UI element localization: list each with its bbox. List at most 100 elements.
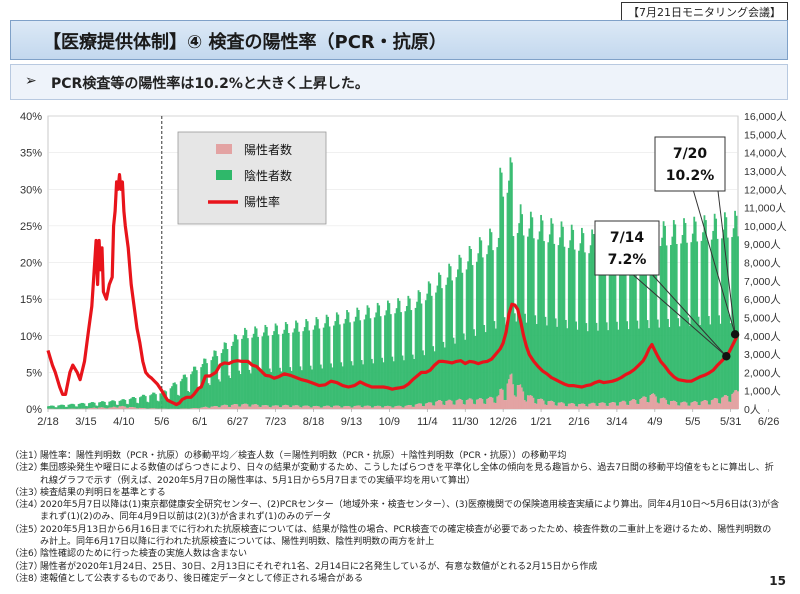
bar-positive: [318, 406, 321, 409]
bar-positive: [338, 406, 341, 409]
bar-positive: [487, 398, 490, 409]
bar-negative: [324, 323, 327, 407]
bar-negative: [216, 356, 219, 407]
bar-negative: [160, 393, 163, 409]
bar-negative: [270, 372, 273, 408]
legend-swatch: [216, 144, 232, 154]
bar-positive: [480, 398, 483, 409]
bar-positive: [719, 403, 722, 409]
chart-axes: 0% 5% 10% 15% 20% 25% 30% 35% 40% 0人 1,000人 2,000人 3…: [20, 111, 787, 428]
bar-negative: [589, 245, 592, 404]
bar-positive: [629, 401, 631, 409]
bar-positive: [522, 391, 525, 409]
bar-positive: [219, 407, 222, 409]
bar-positive: [630, 400, 633, 409]
bar-positive: [429, 402, 432, 409]
bar-negative: [522, 235, 525, 392]
bar-negative: [162, 390, 165, 409]
bar-negative: [226, 349, 229, 406]
bar-positive: [95, 408, 98, 409]
bar-positive: [249, 406, 252, 409]
bar-negative: [448, 263, 451, 400]
bar-positive: [652, 393, 655, 409]
bar-negative: [316, 319, 319, 407]
y-right-tick-label: 11,000人: [744, 203, 786, 215]
bar-negative: [630, 240, 633, 401]
bar-positive: [376, 405, 379, 409]
bar-negative: [311, 369, 313, 408]
bar-negative: [257, 336, 259, 405]
y-left-tick-label: 5%: [26, 367, 42, 379]
bar-negative: [389, 314, 392, 407]
bar-positive: [715, 398, 718, 409]
bar-negative: [146, 401, 149, 409]
bar-positive: [486, 398, 488, 409]
bar-positive: [541, 399, 544, 409]
bar-negative: [391, 356, 394, 408]
bar-negative: [440, 288, 443, 402]
bar-negative: [494, 328, 497, 403]
bar-negative: [168, 399, 170, 409]
bar-positive: [314, 406, 316, 409]
bar-positive: [382, 407, 385, 409]
bar-positive: [403, 407, 405, 409]
chart-bars: [47, 157, 739, 409]
bar-negative: [454, 343, 456, 405]
x-tick-label: 2/16: [568, 416, 589, 428]
bar-negative: [268, 368, 271, 408]
bar-positive: [454, 404, 456, 409]
bar-positive: [502, 389, 505, 409]
note-tag: （注6）: [10, 549, 43, 560]
bar-negative: [353, 321, 356, 407]
bar-positive: [422, 406, 424, 409]
bar-positive: [103, 407, 106, 409]
bar-negative: [111, 400, 114, 408]
bar-negative: [48, 406, 51, 409]
bar-negative: [394, 313, 397, 407]
bar-positive: [572, 403, 575, 409]
bar-negative: [690, 242, 693, 403]
bar-positive: [410, 405, 413, 409]
bar-negative: [118, 400, 121, 407]
bar-positive: [545, 404, 548, 409]
bar-negative: [541, 220, 544, 400]
bar-negative: [669, 244, 672, 402]
bar-positive: [710, 400, 713, 409]
bar-negative: [693, 216, 696, 402]
bar-negative: [731, 237, 734, 395]
bar-positive: [359, 405, 362, 409]
bar-positive: [296, 405, 299, 409]
bar-positive: [614, 402, 617, 409]
bar-negative: [83, 403, 86, 409]
x-tick-label: 4/10: [113, 416, 134, 428]
bar-negative: [502, 196, 505, 390]
bar-negative: [432, 346, 435, 406]
bar-negative: [166, 398, 169, 409]
bar-positive: [671, 401, 674, 409]
bar-negative: [579, 243, 582, 404]
bar-negative: [363, 319, 366, 406]
bar-positive: [413, 406, 416, 409]
bar-positive: [553, 402, 556, 409]
bar-negative: [452, 337, 455, 405]
bar-negative: [397, 298, 400, 406]
bar-negative: [483, 325, 486, 404]
bar-negative: [175, 384, 178, 409]
bar-negative: [108, 401, 111, 408]
bar-negative: [92, 402, 95, 408]
note-item: （注8） 速報値として公表するものであり、後日確定データとして修正される場合がある: [10, 573, 780, 585]
bar-negative: [172, 382, 175, 409]
bar-positive: [616, 405, 618, 409]
bar-positive: [557, 402, 560, 409]
note-tag: （注3）: [10, 487, 43, 498]
bar-negative: [190, 374, 192, 409]
bar-negative: [626, 321, 629, 405]
summary-text: PCR検査等の陽性率は10.2%と大きく上昇した。: [51, 76, 369, 92]
legend-label: 陰性者数: [244, 168, 292, 183]
bar-negative: [639, 248, 642, 400]
bar-negative: [347, 312, 350, 407]
bar-negative: [369, 318, 372, 407]
bar-positive: [573, 403, 576, 409]
bar-positive: [98, 407, 100, 409]
